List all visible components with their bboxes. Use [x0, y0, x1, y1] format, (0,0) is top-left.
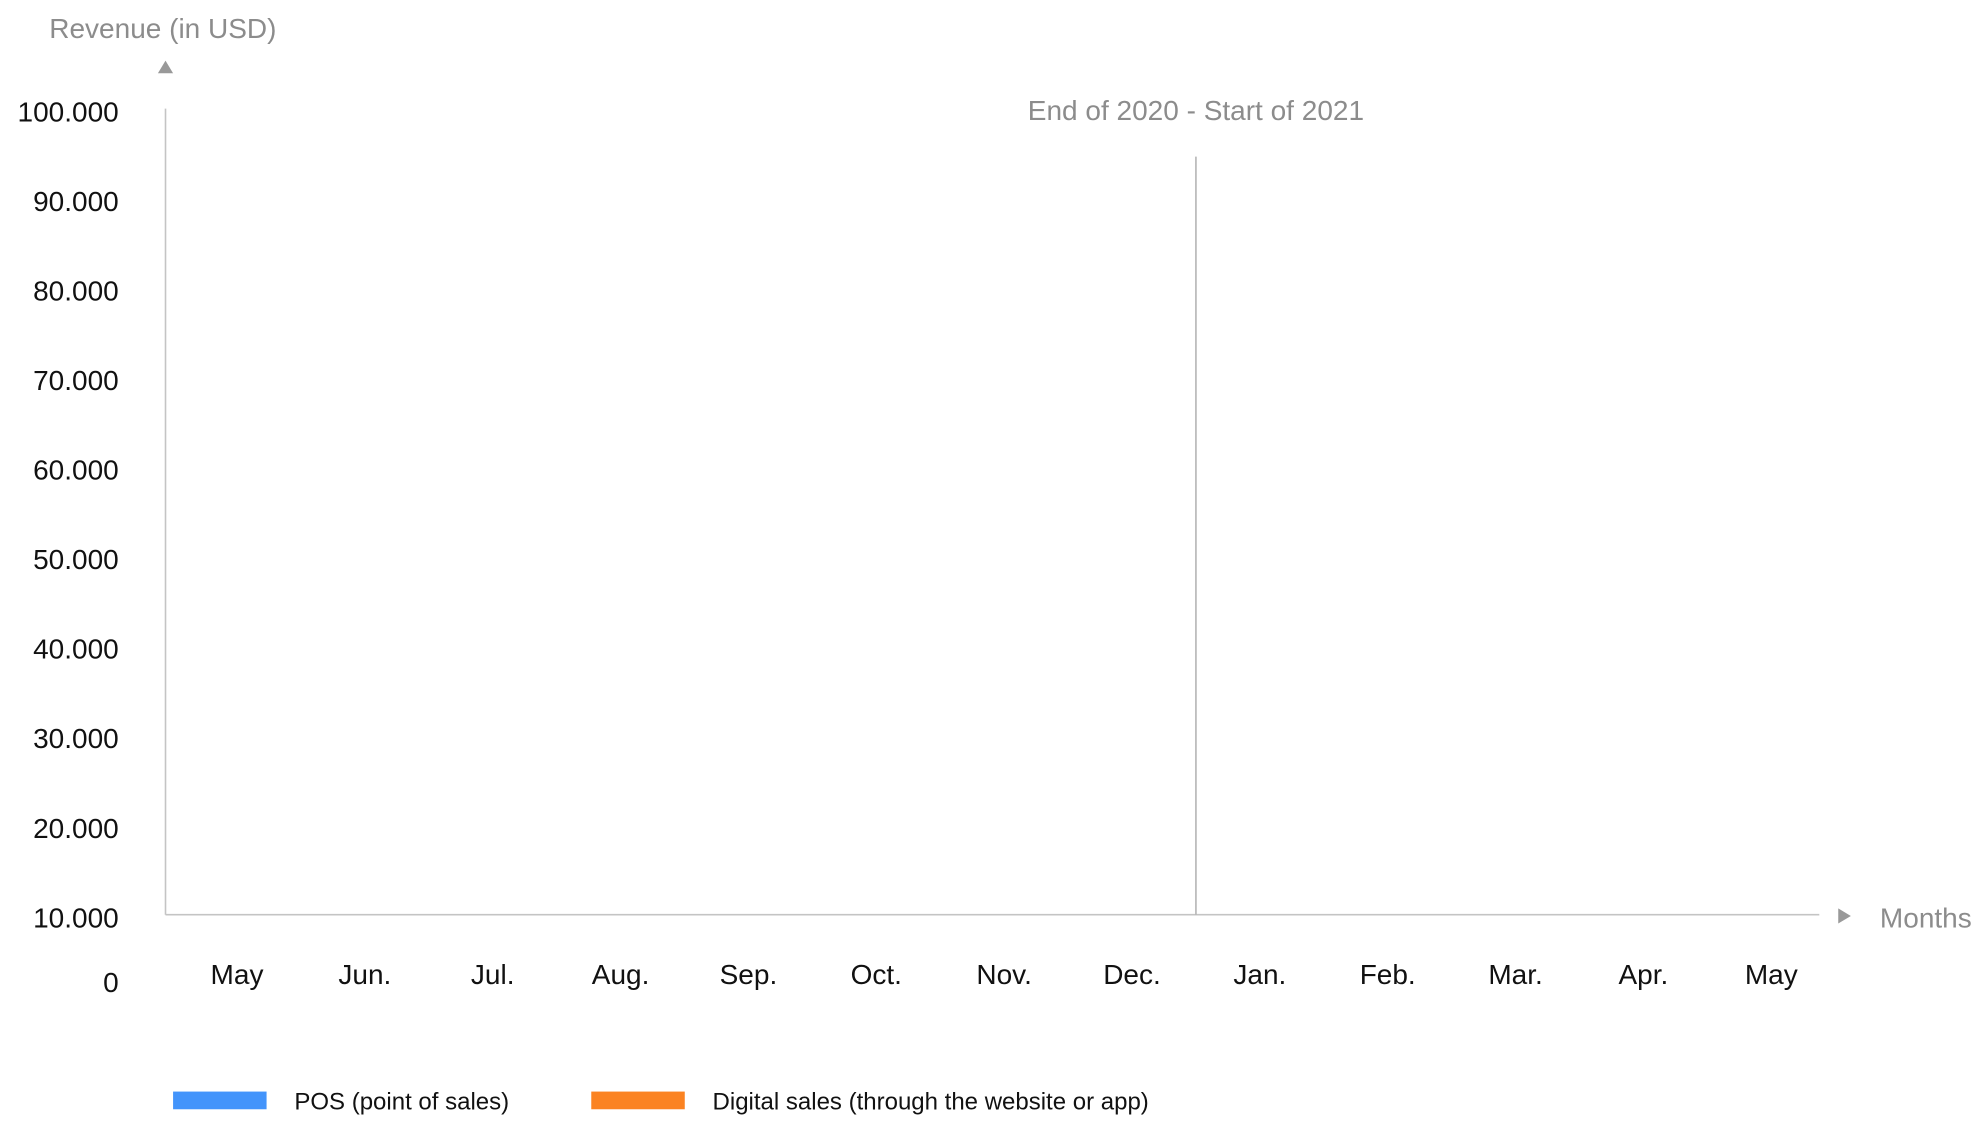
x-axis-arrow-icon [1838, 908, 1851, 924]
y-tick-label: 50.000 [33, 544, 119, 575]
y-tick-label: 80.000 [33, 275, 119, 306]
x-tick-label: Oct. [851, 959, 902, 990]
y-axis-title: Revenue (in USD) [49, 13, 276, 44]
y-tick-label: 100.000 [18, 96, 119, 127]
x-tick-label: Dec. [1103, 959, 1161, 990]
x-tick-label: May [211, 959, 264, 990]
legend: POS (point of sales) Digital sales (throu… [173, 1088, 1149, 1115]
y-tick-label: 70.000 [33, 365, 119, 396]
y-axis-ticks: 0 10.000 20.000 30.000 40.000 50.000 60.000 70.… [18, 96, 119, 997]
x-tick-label: Jun. [338, 959, 391, 990]
axes [157, 60, 1851, 924]
legend-swatch [591, 1091, 685, 1110]
legend-swatch [173, 1091, 267, 1110]
y-tick-label: 0 [103, 967, 119, 998]
legend-label: Digital sales (through the website or ap… [713, 1088, 1149, 1115]
x-tick-label: Jan. [1233, 959, 1286, 990]
x-tick-label: Jul. [471, 959, 515, 990]
x-axis-title: Months [1880, 902, 1972, 933]
x-tick-label: May [1745, 959, 1798, 990]
y-tick-label: 40.000 [33, 634, 119, 665]
y-tick-label: 60.000 [33, 455, 119, 486]
x-tick-label: Nov. [976, 959, 1032, 990]
y-tick-label: 30.000 [33, 723, 119, 754]
x-tick-label: Mar. [1488, 959, 1542, 990]
y-axis-arrow-icon [157, 60, 174, 74]
x-tick-label: Apr. [1619, 959, 1669, 990]
legend-label: POS (point of sales) [294, 1088, 509, 1115]
y-tick-label: 10.000 [33, 902, 119, 933]
y-tick-label: 90.000 [33, 186, 119, 217]
x-axis-ticks: May Jun. Jul. Aug. Sep. Oct. Nov. Dec. Jan. Feb. M… [211, 959, 1798, 990]
year-boundary-annotation: End of 2020 - Start of 2021 [1028, 95, 1364, 126]
x-tick-label: Feb. [1360, 959, 1416, 990]
x-tick-label: Aug. [592, 959, 650, 990]
y-tick-label: 20.000 [33, 813, 119, 844]
x-tick-label: Sep. [720, 959, 778, 990]
